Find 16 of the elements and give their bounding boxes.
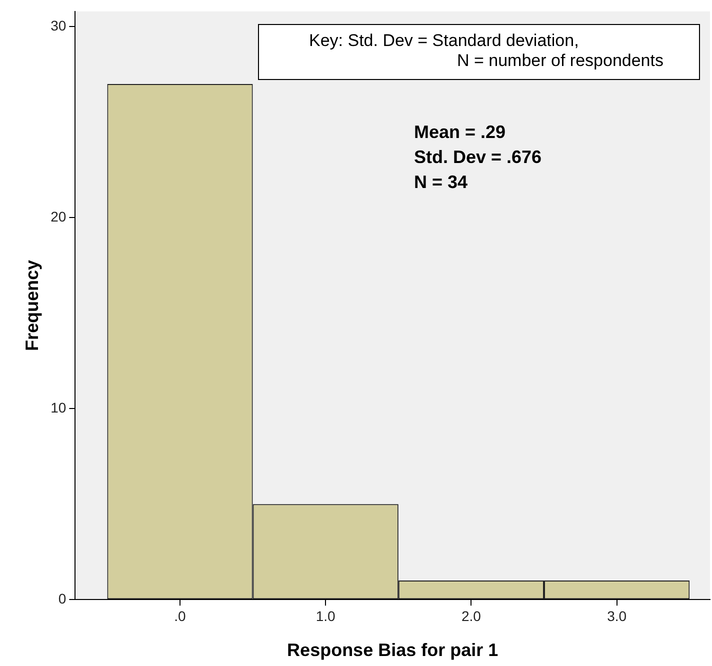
annotation: N = 34 [414, 171, 469, 194]
key-box: Key: Std. Dev = Standard deviation, N = number of respondents [258, 24, 700, 80]
annotation: Mean = .29 [414, 121, 507, 144]
annotation: Key: Std. Dev = Standard deviation, [308, 31, 580, 51]
x-axis-title: Response Bias for pair 1 [287, 640, 498, 660]
x-tick-label: 2.0 [461, 608, 482, 624]
annotation: Std. Dev = .676 [414, 146, 542, 169]
annotation: N = number of respondents [456, 51, 664, 71]
y-axis-title: Frequency [22, 260, 42, 352]
x-tick-label: 3.0 [607, 608, 627, 624]
y-tick-label: 20 [50, 208, 66, 225]
y-tick-label: 10 [50, 399, 66, 416]
x-tick-label: .0 [174, 608, 186, 624]
y-tick-label: 0 [58, 590, 66, 606]
x-tick-label: 1.0 [316, 608, 336, 624]
y-tick-label: 30 [50, 18, 66, 34]
